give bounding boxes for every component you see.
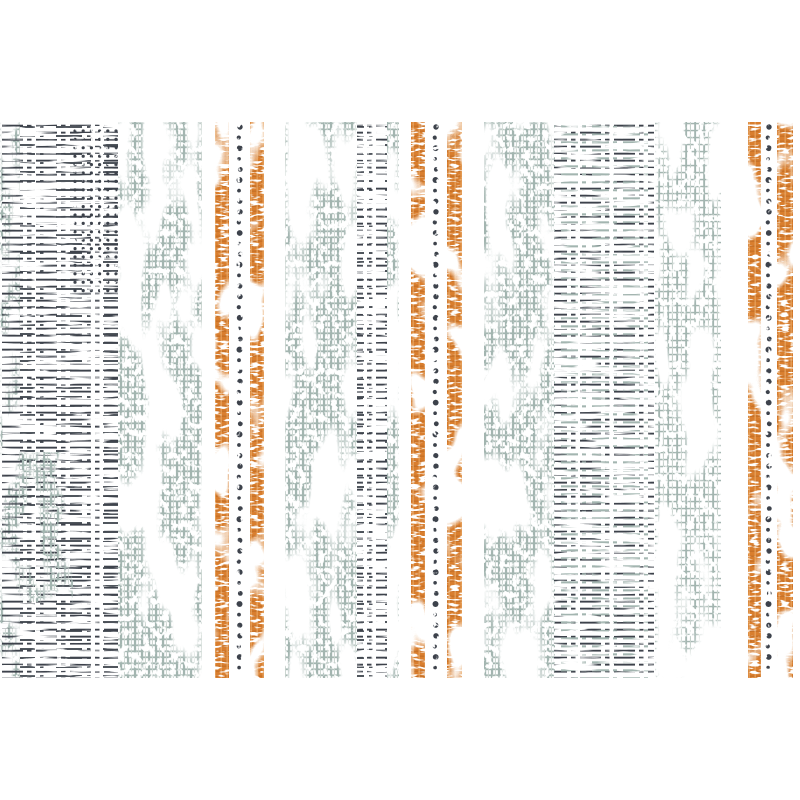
sage-stripe-2 xyxy=(285,122,357,678)
stripe-layers xyxy=(0,122,793,678)
dashed-field-2 xyxy=(357,122,387,678)
sage-grid-stripe xyxy=(655,122,721,678)
dot-line-3 xyxy=(765,124,772,670)
orange-stripe-4 xyxy=(447,122,462,678)
sage-pinstripe xyxy=(387,122,399,678)
dashed-field-3 xyxy=(554,122,654,678)
orange-stripe-1 xyxy=(215,122,229,678)
orange-stripe-6 xyxy=(777,122,793,678)
fabric-pattern xyxy=(0,122,793,678)
orange-stripe-5 xyxy=(748,122,761,678)
dot-grid-patch xyxy=(73,129,118,293)
sage-patch xyxy=(18,452,73,602)
selvage-strip-left xyxy=(0,122,20,678)
dot-line-2 xyxy=(432,124,439,670)
orange-stripe-2 xyxy=(250,122,264,678)
sage-stripe-3 xyxy=(484,122,554,678)
dot-line-1 xyxy=(236,124,243,670)
orange-stripe-3 xyxy=(411,122,425,678)
sage-stripe-1 xyxy=(118,122,202,678)
